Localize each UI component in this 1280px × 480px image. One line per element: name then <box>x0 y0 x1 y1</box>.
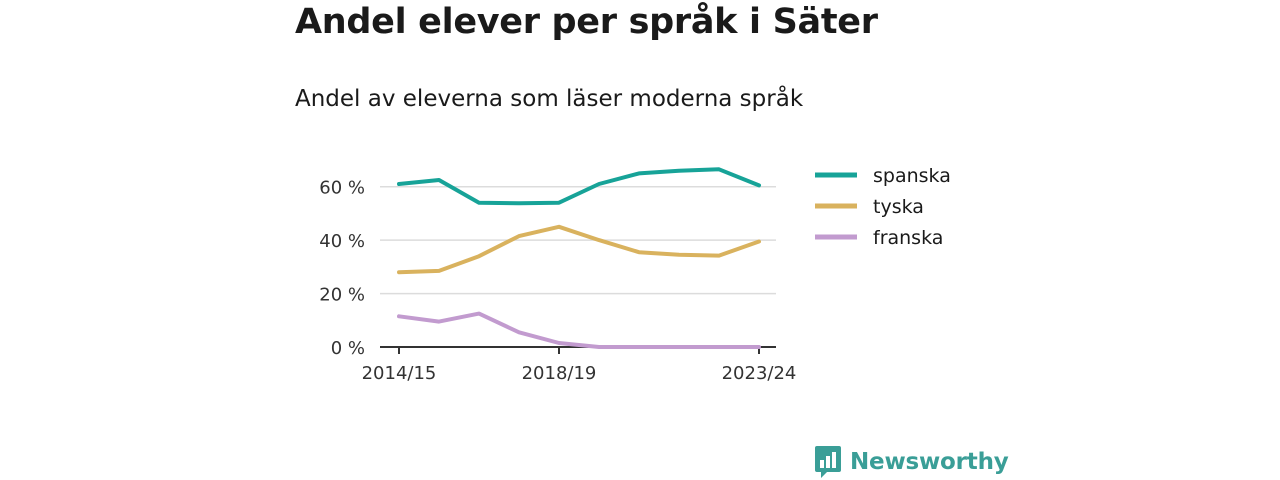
y-tick-label: 60 % <box>319 178 365 199</box>
legend-label-franska: franska <box>873 227 943 249</box>
series-line-spanska <box>397 167 761 206</box>
grid-lines: 0 % 20 % 40 % 60 % <box>319 178 776 359</box>
x-axis: 2014/15 2018/19 2023/24 <box>362 346 797 384</box>
series-lines <box>397 167 761 349</box>
brand-name: Newsworthy <box>850 449 1009 475</box>
x-tick-label: 2018/19 <box>522 363 597 384</box>
legend-label-spanska: spanska <box>873 165 951 187</box>
series-line-franska <box>397 311 761 349</box>
newsworthy-logo-icon <box>815 446 841 478</box>
y-tick-label: 20 % <box>319 285 365 306</box>
brand-logo: Newsworthy <box>814 445 1009 479</box>
series-line-tyska <box>397 224 761 275</box>
y-tick-label: 40 % <box>319 231 365 252</box>
x-tick-label: 2023/24 <box>722 363 797 384</box>
legend: spanska tyska franska <box>815 165 951 249</box>
chart-title: Andel elever per språk i Säter <box>295 2 878 42</box>
legend-label-tyska: tyska <box>873 196 924 218</box>
x-tick-label: 2014/15 <box>362 363 437 384</box>
y-tick-label: 0 % <box>331 338 365 359</box>
chart-subtitle: Andel av eleverna som läser moderna språ… <box>295 86 804 112</box>
